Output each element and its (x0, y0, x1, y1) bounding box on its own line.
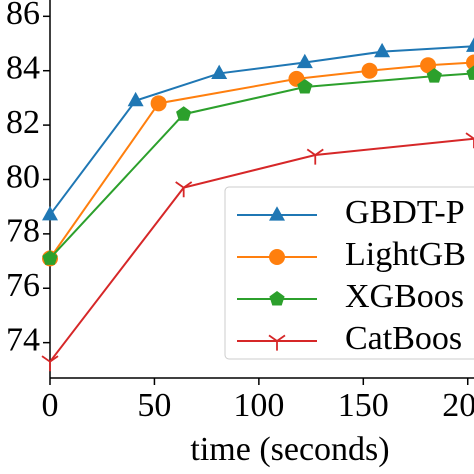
marker (42, 250, 58, 265)
series-line (49, 45, 474, 216)
marker (465, 132, 474, 149)
marker (176, 106, 192, 121)
marker (127, 91, 144, 107)
legend-marker (269, 291, 285, 306)
marker (374, 42, 391, 58)
legend-label: GBDT-P (345, 194, 465, 231)
y-tick-label: 74 (6, 321, 40, 358)
marker (420, 57, 437, 74)
legend-label: XGBoos (345, 278, 464, 315)
series-line (49, 137, 474, 363)
marker (361, 62, 378, 79)
y-tick-label: 78 (6, 213, 40, 250)
marker (426, 68, 442, 83)
x-tick-label: 200 (442, 387, 474, 424)
y-tick-label: 76 (6, 267, 40, 304)
x-axis-label: time (seconds) (190, 431, 389, 468)
legend-marker (269, 206, 285, 221)
y-tick-label: 80 (6, 158, 40, 195)
y-tick-label: 82 (6, 104, 40, 141)
marker (41, 355, 59, 372)
marker (296, 53, 313, 69)
marker (297, 79, 313, 94)
x-tick-label: 50 (137, 387, 171, 424)
legend-marker (268, 334, 286, 351)
marker (211, 64, 228, 80)
x-tick-label: 150 (338, 387, 389, 424)
legend-label: LightGB (345, 236, 466, 273)
legend-label: CatBoos (345, 320, 462, 357)
marker (150, 95, 167, 112)
marker (306, 148, 324, 165)
legend-marker (269, 249, 285, 265)
x-tick-label: 0 (42, 387, 59, 424)
marker (175, 181, 193, 198)
y-tick-label: 86 (6, 0, 40, 32)
marker (466, 65, 474, 80)
y-tick-label: 84 (6, 50, 40, 87)
marker (466, 37, 474, 52)
marker (42, 206, 58, 221)
marker (466, 54, 474, 71)
x-tick-label: 100 (233, 387, 284, 424)
legend-box (224, 186, 474, 360)
